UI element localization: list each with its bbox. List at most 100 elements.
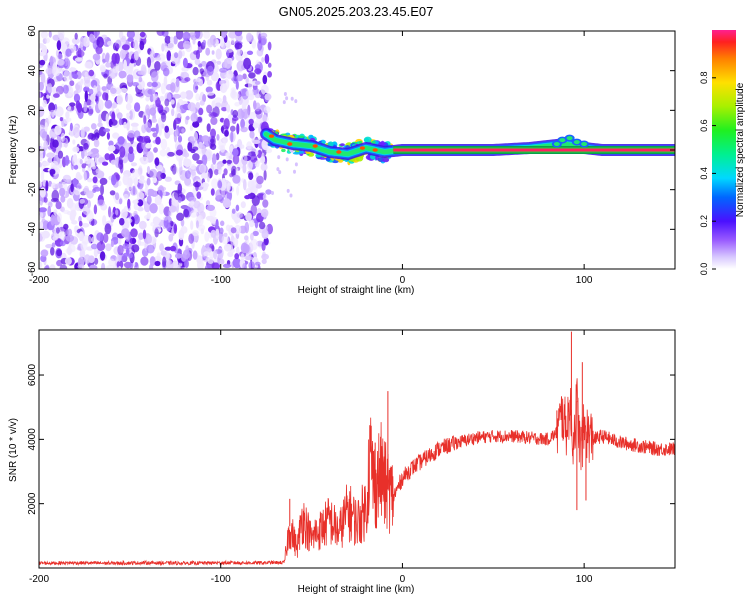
spectrogram-noise-blob <box>226 69 234 80</box>
spectrogram-noise-blob <box>115 209 119 216</box>
spectrogram-noise-blob <box>130 122 139 128</box>
spectrogram-noise-blob <box>39 106 45 117</box>
spectrogram-noise-blob <box>236 123 240 135</box>
spectrogram-noise-blob <box>121 44 130 51</box>
spectrogram-noise-blob <box>203 31 211 39</box>
spectrogram-noise-blob <box>152 176 157 184</box>
spectrogram-noise-blob <box>262 199 269 208</box>
spectrogram-noise-blob <box>49 55 54 68</box>
spectrogram-noise-blob <box>112 213 117 220</box>
spectrogram-noise-blob <box>260 32 268 39</box>
spectrogram-noise-blob <box>222 159 227 164</box>
spectrogram-noise-blob <box>72 146 80 153</box>
spectrogram-noise-blob <box>93 186 101 192</box>
spectrogram-noise-blob <box>206 79 213 86</box>
spectrogram-noise-blob <box>235 247 240 254</box>
spectrogram-noise-blob <box>206 171 210 183</box>
spectrogram-noise-blob <box>51 242 56 248</box>
spectrogram-noise-blob <box>117 136 125 145</box>
spectrogram-noise-blob <box>245 89 254 97</box>
spectrogram-noise-blob <box>63 223 69 230</box>
spectrogram-noise-blob <box>115 192 120 201</box>
spectrogram-band-blob <box>380 140 385 147</box>
spectrogram-noise-blob <box>146 108 151 116</box>
spectrogram-noise-blob <box>149 203 158 214</box>
spectrogram-noise-blob <box>174 248 183 254</box>
spectrogram-noise-blob <box>159 95 165 102</box>
spectrogram-noise-blob <box>61 37 70 46</box>
spectrogram-noise-blob <box>220 37 225 48</box>
spectrogram-noise-blob <box>138 241 146 246</box>
spectrogram-noise-blob <box>231 165 237 176</box>
spectrogram-noise-blob <box>127 198 131 209</box>
spectrogram-noise-blob <box>213 249 218 260</box>
spectrogram-noise-blob <box>187 141 193 152</box>
spectrogram-hot-spot <box>268 134 275 138</box>
spectrogram-noise-blob <box>164 98 170 107</box>
spectrogram-noise-blob <box>193 131 199 142</box>
spectrogram-bump <box>566 136 573 141</box>
spectrogram-noise-blob <box>181 128 185 134</box>
spectrogram-noise-blob <box>223 118 230 130</box>
spectrogram-noise-blob <box>262 74 268 85</box>
spectrogram-hot-spot <box>287 142 293 146</box>
spectrogram-noise-blob <box>246 50 254 55</box>
spectrogram-noise-blob <box>108 258 116 267</box>
spectrogram-noise-blob <box>175 128 179 138</box>
spectrogram-noise-blob <box>154 157 160 167</box>
spectrogram-noise-blob <box>71 220 78 225</box>
spectrogram-noise-blob <box>67 245 72 256</box>
spectrogram-noise-blob <box>89 93 96 102</box>
spectrogram-noise-blob <box>49 264 56 269</box>
spectrogram-noise-blob <box>175 149 183 156</box>
spectrogram-noise-blob <box>263 169 267 181</box>
spectrogram-noise-blob <box>174 52 179 59</box>
spectrogram-noise-blob <box>232 109 238 118</box>
spectrogram-noise-blob <box>249 130 255 139</box>
spectrogram-noise-blob <box>72 177 78 188</box>
spectrogram-noise-blob <box>39 207 47 213</box>
spectrogram-noise-blob <box>216 134 220 141</box>
spectrogram-noise-blob <box>168 128 174 135</box>
spectrogram-y-ticks: -60 -40 -20 0 20 40 60 <box>27 25 675 276</box>
spectrogram-noise-blob <box>139 31 146 38</box>
y-tick-label: 40 <box>27 65 38 77</box>
spectrogram-noise-blob <box>166 222 172 232</box>
spectrogram-noise-blob <box>242 51 248 59</box>
spectrogram-noise-blob <box>173 223 178 234</box>
spectrogram-noise-blob <box>188 233 195 244</box>
spectrogram-noise-blob <box>221 234 229 245</box>
spectrogram-noise-blob <box>73 164 79 170</box>
spectrogram-noise-blob <box>238 97 243 105</box>
spectrogram-noise-blob <box>140 156 149 165</box>
spectrogram-noise-blob <box>149 168 158 178</box>
spectrogram-noise-blob <box>47 205 52 217</box>
spectrogram-noise-blob <box>105 243 112 252</box>
spectrogram-noise-blob <box>133 202 139 211</box>
spectrogram-noise-blob <box>63 209 70 215</box>
spectrogram-noise-blob <box>70 183 74 193</box>
spectrogram-noise-blob <box>152 216 160 226</box>
spectrogram-hot-spot <box>336 150 342 154</box>
spectrogram-noise-blob <box>39 181 43 188</box>
spectrogram-noise-blob <box>93 257 99 265</box>
spectrogram-noise-blob <box>207 257 214 264</box>
spectrogram-noise-blob <box>250 154 258 163</box>
spectrogram-noise-blob <box>43 197 48 203</box>
spectrogram-noise-blob <box>105 62 111 68</box>
spectrogram-noise-blob <box>96 152 100 159</box>
spectrogram-noise-blob <box>98 113 102 125</box>
spectrogram-noise-blob <box>169 36 174 44</box>
spectrogram-noise-blob <box>248 118 254 125</box>
spectrogram-noise-blob <box>227 182 231 192</box>
snr-marks <box>39 331 675 567</box>
spectrogram-noise-blob <box>241 108 250 119</box>
spectrogram-noise-blob <box>166 260 174 269</box>
spectrogram-noise-blob <box>39 212 44 219</box>
spectrogram-noise-blob <box>182 57 188 68</box>
spectrogram-noise-blob <box>277 155 281 160</box>
spectrogram-noise-blob <box>267 71 272 78</box>
spectrogram-noise-blob <box>278 170 282 175</box>
colorbar: 0.0 0.2 0.4 0.6 0.8 Normalized spectral ampl… <box>699 30 746 275</box>
spectrogram-noise-blob <box>59 240 66 247</box>
